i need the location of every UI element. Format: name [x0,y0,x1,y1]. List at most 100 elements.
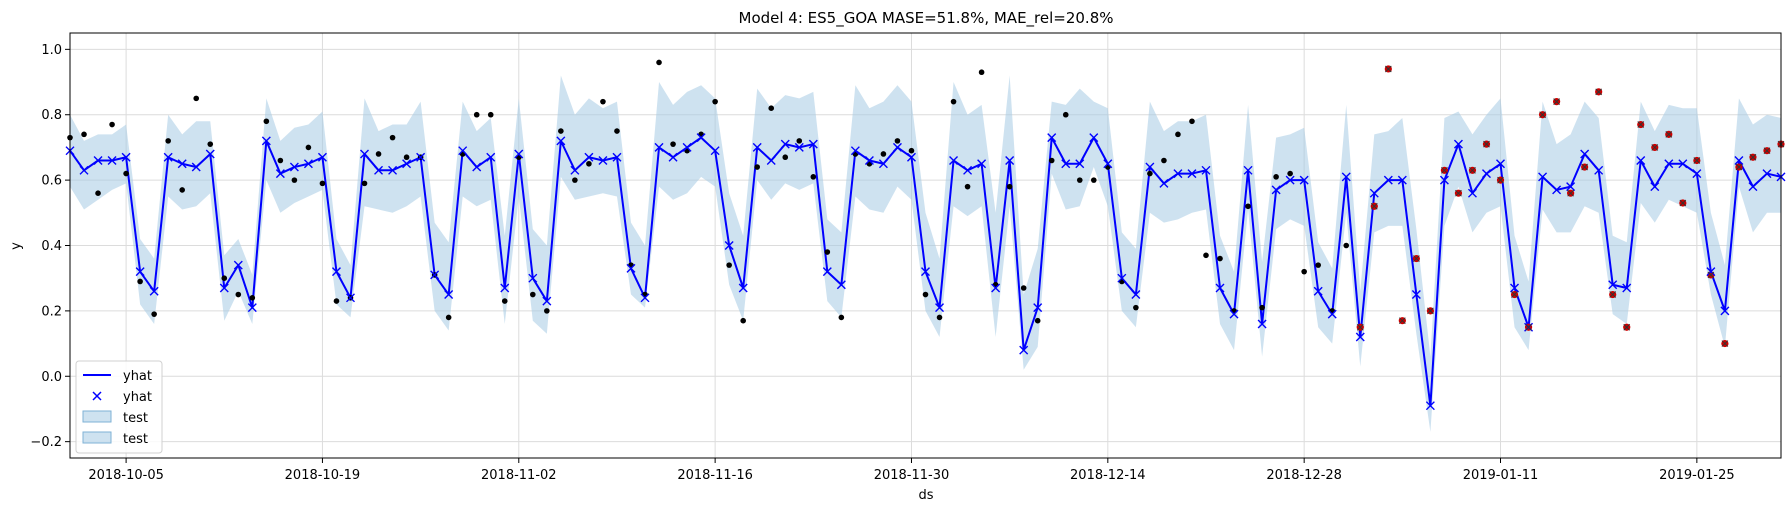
yhat-marker-stroke [275,169,285,179]
test-marker-stroke [1609,291,1617,298]
test-marker-stroke [1553,98,1560,106]
yhat-marker [486,152,496,162]
test-marker [1398,317,1406,325]
test-marker [1651,144,1659,151]
yhat-marker-stroke [121,152,131,162]
test-marker [1679,199,1687,207]
yhat-marker-stroke [135,267,145,277]
yhat-marker-stroke [1243,165,1253,175]
yhat-marker-stroke [486,152,496,162]
yhat-marker-stroke [1636,156,1646,165]
train-point [908,147,915,154]
yhat-marker-stroke [1103,159,1113,169]
test-marker-stroke [1455,189,1462,197]
train-point [333,298,340,304]
test-marker-stroke [1581,163,1589,171]
train-point [824,249,831,255]
yhat-marker-stroke [991,283,1001,293]
x-tick-label: 2019-01-25 [1659,468,1735,483]
yhat-marker [1608,280,1618,290]
yhat-marker [1636,156,1646,165]
yhat-marker [822,267,832,277]
test-marker-stroke [1413,255,1420,262]
yhat-marker [191,162,201,172]
yhat-marker [1103,159,1113,169]
train-point [445,314,452,321]
yhat-marker-stroke [1439,175,1449,185]
yhat-marker [1215,283,1225,293]
yhat-marker [472,162,482,172]
y-tick-label: 1.0 [41,43,62,58]
yhat-marker-stroke [696,133,706,143]
train-point [375,151,382,157]
test-marker [1483,140,1490,148]
test-marker [1525,323,1532,331]
yhat-marker-stroke [1496,159,1506,169]
yhat-marker-stroke [682,142,692,152]
yhat-marker [1159,178,1169,188]
train-point [263,118,270,125]
x-tick-label: 2018-11-16 [677,468,753,483]
test-marker [1455,189,1462,197]
test-marker-stroke [1623,323,1631,331]
yhat-marker-stroke [626,263,636,273]
test-marker-stroke [1749,153,1757,161]
train-point [319,180,326,187]
train-point [810,174,817,180]
legend: yhat yhat test test [75,360,163,454]
yhat-marker [247,303,257,313]
yhat-marker-stroke [1327,309,1337,319]
yhat-marker [1299,175,1309,185]
yhat-marker-stroke [640,293,650,303]
yhat-marker-stroke [584,152,594,162]
yhat-marker [1411,290,1421,300]
yhat-marker [107,156,117,165]
yhat-marker-stroke [1650,182,1660,192]
yhat-marker [738,283,748,293]
y-axis-label: y [9,242,24,250]
x-tick-label: 2018-11-02 [481,468,557,483]
test-marker [1427,307,1434,315]
yhat-marker [696,133,706,143]
yhat-marker [1397,175,1407,185]
yhat-marker-stroke [149,286,159,296]
yhat-marker-stroke [1425,401,1435,411]
train-point [1020,285,1027,291]
yhat-marker [1327,309,1337,319]
yhat-marker [444,290,454,300]
yhat-marker-stroke [1608,280,1618,290]
yhat-marker-stroke [1622,283,1632,293]
train-point [1048,157,1055,164]
yhat-marker [1187,169,1197,179]
yhat-marker [1089,133,1099,143]
test-marker-stroke [1441,166,1448,174]
yhat-marker-stroke [1033,303,1043,313]
test-marker-stroke [1384,65,1392,73]
yhat-marker-stroke [949,156,959,165]
train-point [109,121,115,128]
x-tick-label: 2018-11-30 [874,468,950,483]
yhat-marker-stroke [1706,267,1716,277]
yhat-marker-stroke [822,267,832,277]
yhat-marker-stroke [500,283,510,293]
yhat-marker [149,286,159,296]
test-marker-stroke [1469,166,1476,174]
train-point [894,138,901,144]
yhat-marker [935,303,945,313]
yhat-marker-stroke [1748,182,1758,192]
test-marker [1693,157,1701,164]
train-point [137,278,143,285]
yhat-marker [570,165,580,175]
yhat-marker [682,142,692,152]
test-marker [1721,340,1729,347]
yhat-marker-stroke [177,159,187,169]
legend-label-yhat-line: yhat [123,369,152,384]
test-marker-stroke [1483,140,1490,148]
yhat-marker-stroke [906,152,916,162]
yhat-marker [808,139,818,149]
yhat-marker [836,280,846,290]
yhat-marker-stroke [374,165,384,175]
train-point [614,128,620,134]
yhat-marker [233,260,243,270]
train-point [754,164,761,170]
